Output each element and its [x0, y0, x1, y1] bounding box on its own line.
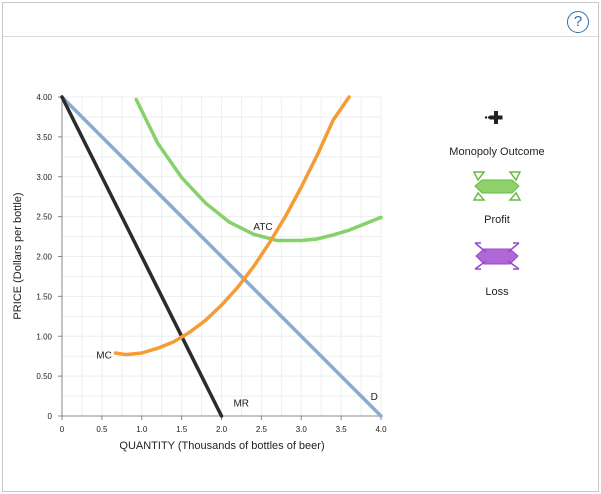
y-axis-label: PRICE (Dollars per bottle)	[12, 192, 24, 319]
curve-mc	[113, 95, 351, 357]
curve-d	[60, 95, 383, 418]
curve-atc	[134, 97, 383, 243]
legend-monopoly-label: Monopoly Outcome	[449, 146, 545, 158]
x-tick-label: 0	[60, 425, 65, 434]
plus-icon	[484, 111, 503, 124]
help-icon[interactable]: ?	[567, 11, 589, 33]
x-tick-label: 1.0	[136, 425, 148, 434]
profit-tool[interactable]	[472, 171, 522, 201]
axes: 0 0.5 1.0 1.5 2.0 2.5 3.0 3.5 4.000.501.001.502.…	[36, 93, 387, 434]
x-tick-label: 2.5	[256, 425, 268, 434]
curve-label-mc: MC	[96, 351, 112, 362]
loss-tool[interactable]	[474, 242, 520, 270]
y-tick-label: 2.50	[36, 213, 52, 222]
curve-label-mr: MR	[233, 398, 249, 409]
y-tick-label: 4.00	[36, 93, 52, 102]
y-tick-label: 3.50	[36, 133, 52, 142]
y-tick-label: 1.50	[36, 292, 52, 301]
monopoly-outcome-tool[interactable]	[484, 111, 503, 124]
x-tick-label: 0.5	[96, 425, 108, 434]
curve-labels: D MR ATC MC	[96, 222, 378, 409]
x-tick-label: 3.0	[296, 425, 308, 434]
legend-profit-label: Profit	[484, 214, 510, 226]
y-tick-label: 2.00	[36, 253, 52, 262]
legend-loss-label: Loss	[485, 286, 509, 298]
x-tick-label: 4.0	[375, 425, 387, 434]
profit-swatch-icon	[472, 171, 522, 201]
y-tick-label: 0.50	[36, 372, 52, 381]
top-bar: ?	[3, 3, 598, 37]
x-tick-label: 3.5	[336, 425, 348, 434]
y-tick-label: 0	[48, 412, 53, 421]
loss-swatch-icon	[474, 242, 520, 270]
x-tick-label: 2.0	[216, 425, 228, 434]
x-axis-label: QUANTITY (Thousands of bottles of beer)	[119, 440, 324, 452]
curve-mr	[60, 95, 224, 418]
curves	[60, 95, 383, 418]
y-tick-label: 3.00	[36, 173, 52, 182]
y-tick-label: 1.00	[36, 332, 52, 341]
curve-label-d: D	[371, 392, 378, 403]
x-tick-label: 1.5	[176, 425, 188, 434]
curve-label-atc: ATC	[253, 222, 272, 233]
